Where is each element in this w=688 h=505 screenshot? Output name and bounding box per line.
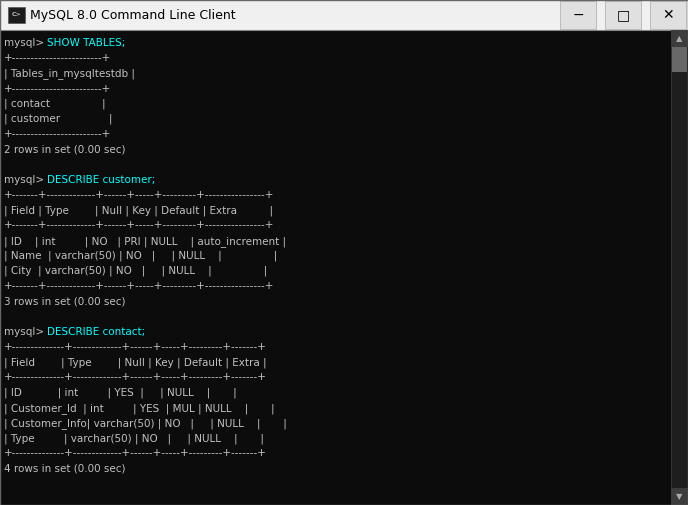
Text: | Name  | varchar(50) | NO   |     | NULL    |                |: | Name | varchar(50) | NO | | NULL | | [4, 251, 277, 261]
Text: SHOW TABLES;: SHOW TABLES; [47, 38, 126, 48]
Text: | Field | Type        | Null | Key | Default | Extra          |: | Field | Type | Null | Key | Default | … [4, 205, 273, 216]
Text: +------------------------+: +------------------------+ [4, 129, 111, 139]
Bar [605, 1, 641, 29]
Text: +------------------------+: +------------------------+ [4, 53, 111, 63]
Text: | Customer_Info| varchar(50) | NO   |     | NULL    |       |: | Customer_Info| varchar(50) | NO | | NU… [4, 418, 287, 429]
Text: DESCRIBE contact;: DESCRIBE contact; [47, 327, 146, 337]
Text: ▲: ▲ [676, 34, 682, 43]
Bar [671, 30, 688, 505]
Text: mysql>: mysql> [4, 327, 47, 337]
Text: | Field        | Type        | Null | Key | Default | Extra |: | Field | Type | Null | Key | Default | … [4, 357, 267, 368]
Text: C>: C> [12, 13, 21, 18]
Text: +--------------+-------------+------+-----+---------+-------+: +--------------+-------------+------+---… [4, 342, 267, 352]
Text: | contact                |: | contact | [4, 99, 106, 109]
Text: MySQL 8.0 Command Line Client: MySQL 8.0 Command Line Client [30, 9, 235, 22]
Text: | City  | varchar(50) | NO   |     | NULL    |                |: | City | varchar(50) | NO | | NULL | | [4, 266, 268, 277]
Bar [671, 30, 688, 47]
Text: ▼: ▼ [676, 492, 682, 501]
Text: | ID    | int         | NO   | PRI | NULL    | auto_increment |: | ID | int | NO | PRI | NULL | auto_incr… [4, 236, 286, 246]
Text: | customer               |: | customer | [4, 114, 113, 125]
Text: +-------+-------------+------+-----+---------+----------------+: +-------+-------------+------+-----+----… [4, 220, 275, 230]
Bar [672, 47, 687, 72]
Bar [0, 0, 688, 30]
Text: □: □ [616, 8, 630, 22]
Bar [650, 1, 686, 29]
Text: +-------+-------------+------+-----+---------+----------------+: +-------+-------------+------+-----+----… [4, 281, 275, 291]
Text: +--------------+-------------+------+-----+---------+-------+: +--------------+-------------+------+---… [4, 372, 267, 382]
Text: 2 rows in set (0.00 sec): 2 rows in set (0.00 sec) [4, 144, 125, 155]
Text: +--------------+-------------+------+-----+---------+-------+: +--------------+-------------+------+---… [4, 448, 267, 459]
Text: +-------+-------------+------+-----+---------+----------------+: +-------+-------------+------+-----+----… [4, 190, 275, 200]
Bar [671, 488, 688, 505]
Text: mysql>: mysql> [4, 175, 47, 185]
Bar [8, 7, 25, 23]
Text: 3 rows in set (0.00 sec): 3 rows in set (0.00 sec) [4, 296, 125, 307]
Text: ✕: ✕ [662, 8, 674, 22]
Text: −: − [572, 8, 584, 22]
Text: | Type         | varchar(50) | NO   |     | NULL    |       |: | Type | varchar(50) | NO | | NULL | | [4, 433, 264, 444]
Text: mysql>: mysql> [4, 38, 47, 48]
Text: +------------------------+: +------------------------+ [4, 84, 111, 93]
Text: DESCRIBE customer;: DESCRIBE customer; [47, 175, 155, 185]
Text: | Tables_in_mysqltestdb |: | Tables_in_mysqltestdb | [4, 68, 135, 79]
Text: 4 rows in set (0.00 sec): 4 rows in set (0.00 sec) [4, 464, 125, 474]
Bar [560, 1, 596, 29]
Text: | Customer_Id  | int         | YES  | MUL | NULL    |       |: | Customer_Id | int | YES | MUL | NULL |… [4, 403, 275, 414]
Text: | ID           | int         | YES  |     | NULL    |       |: | ID | int | YES | | NULL | | [4, 388, 237, 398]
